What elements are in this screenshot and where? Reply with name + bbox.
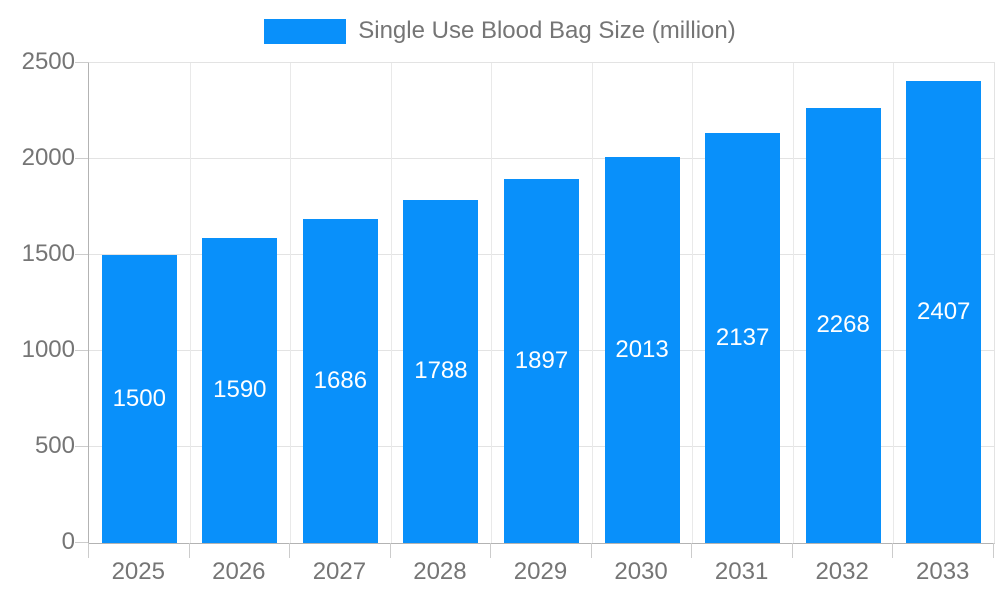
bar-2028[interactable]: 1788 — [403, 199, 479, 543]
gridline-x — [290, 63, 292, 543]
x-axis-label: 2027 — [312, 558, 367, 585]
gridline-x — [189, 63, 191, 543]
x-tick — [88, 543, 89, 558]
bar-2027[interactable]: 1686 — [302, 219, 378, 543]
x-tick — [691, 543, 693, 558]
bar-value-label: 2137 — [715, 323, 770, 351]
x-tick — [490, 543, 492, 558]
gridline-x — [792, 63, 794, 543]
y-axis-label: 500 — [34, 432, 75, 459]
x-tick — [791, 543, 793, 558]
bar-2026[interactable]: 1590 — [202, 237, 278, 543]
x-tick — [389, 543, 391, 558]
bar-value-label: 1590 — [213, 376, 267, 404]
bar-value-label: 2013 — [615, 335, 669, 363]
x-tick — [590, 543, 592, 558]
x-axis-label: 2031 — [714, 558, 769, 585]
y-axis-label: 1500 — [21, 240, 75, 267]
gridline-x — [390, 63, 392, 543]
bar-2031[interactable]: 2137 — [705, 132, 781, 543]
x-axis-label: 2029 — [513, 558, 568, 585]
bar-2033[interactable]: 2407 — [906, 80, 982, 543]
gridline-x — [893, 63, 895, 543]
y-tick — [75, 62, 88, 63]
x-tick — [892, 543, 894, 558]
x-tick — [188, 543, 190, 558]
y-axis-label: 0 — [61, 528, 75, 555]
bar-value-label: 1897 — [514, 346, 569, 374]
bar-2025[interactable]: 1500 — [101, 255, 177, 543]
gridline-x — [692, 63, 694, 543]
bar-2030[interactable]: 2013 — [604, 156, 680, 543]
plot-area: 1500 1590 1686 1788 1897 2013 2137 2268 2407 — [88, 62, 995, 544]
y-tick — [75, 158, 88, 159]
x-axis-label: 2032 — [815, 558, 869, 585]
gridline-x — [591, 63, 593, 543]
y-tick — [75, 542, 88, 543]
x-axis-label: 2025 — [111, 558, 165, 585]
y-tick — [75, 350, 88, 351]
y-tick — [75, 446, 88, 447]
legend-swatch — [264, 18, 347, 44]
bar-2029[interactable]: 1897 — [504, 178, 579, 543]
x-axis-label: 2030 — [614, 558, 668, 585]
bar-value-label: 2407 — [917, 297, 971, 325]
bar-2032[interactable]: 2268 — [805, 107, 881, 543]
legend-item[interactable]: Single Use Blood Bag Size (million) — [264, 17, 736, 45]
y-tick — [75, 254, 88, 255]
x-axis-label: 2026 — [212, 558, 266, 585]
legend: Single Use Blood Bag Size (million) — [0, 17, 1000, 45]
bar-value-label: 2268 — [816, 311, 870, 339]
gridline-x — [491, 63, 493, 543]
x-axis-label: 2028 — [413, 558, 467, 585]
bar-value-label: 1686 — [313, 367, 368, 395]
legend-label: Single Use Blood Bag Size (million) — [358, 17, 736, 44]
y-axis-label: 2000 — [21, 144, 75, 171]
x-axis-label: 2033 — [916, 558, 970, 585]
bar-value-label: 1500 — [112, 385, 166, 412]
x-tick — [993, 543, 994, 558]
bar-value-label: 1788 — [414, 357, 468, 385]
x-tick — [289, 543, 291, 558]
y-axis-label: 1000 — [21, 336, 75, 363]
gridline-y — [89, 158, 994, 159]
y-axis-label: 2500 — [21, 48, 75, 75]
